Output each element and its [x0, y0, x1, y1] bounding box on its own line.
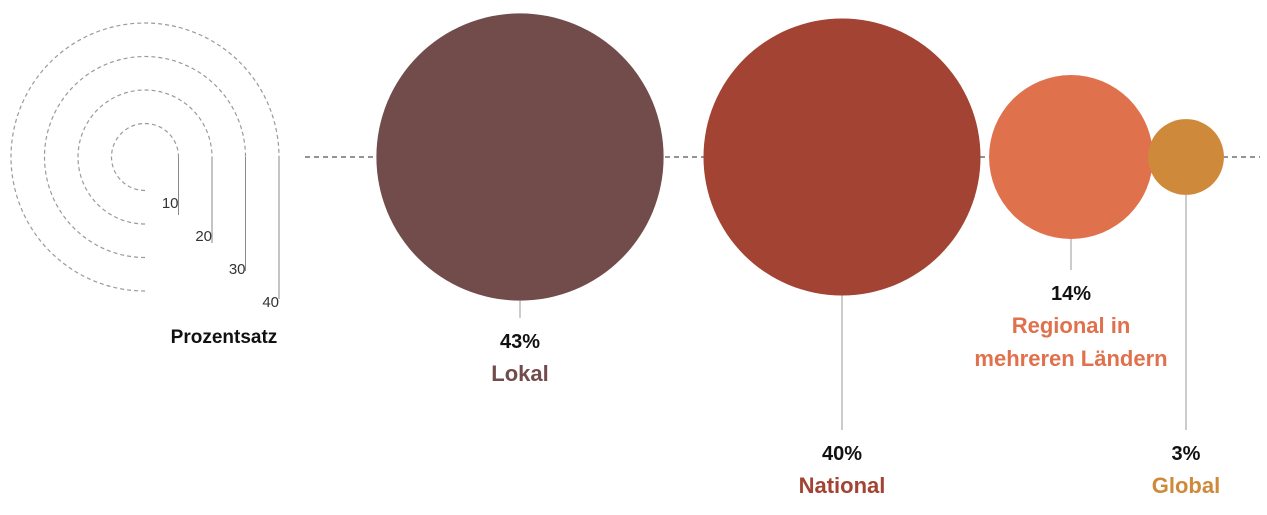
- bubble-global: [1148, 119, 1224, 195]
- size-legend-title: Prozentsatz: [171, 327, 278, 348]
- size-legend-tick-label: 30: [229, 261, 246, 278]
- size-legend-ring: [77, 89, 213, 225]
- value-label-lokal: 43%: [500, 331, 540, 353]
- value-label-national: 40%: [822, 443, 862, 465]
- category-label-national: National: [799, 473, 886, 498]
- value-label-regional-in-mehreren-ländern: 14%: [1051, 283, 1091, 305]
- size-legend-tick-label: 40: [262, 294, 279, 311]
- category-label-lokal: Lokal: [491, 361, 548, 386]
- size-legend-ring: [43, 55, 247, 259]
- size-legend-tick-label: 10: [162, 195, 179, 212]
- bubbles: 43% Lokal 40% National 14% Regional in mehrere…: [376, 13, 1224, 498]
- bubble-lokal: [376, 13, 664, 301]
- category-label-global: Global: [1152, 473, 1220, 498]
- bubble-regional-in-mehreren-ländern: [989, 75, 1153, 239]
- category-label-regional-in-mehreren-ländern: Regional in mehreren Ländern: [974, 313, 1167, 371]
- value-label-global: 3%: [1172, 443, 1201, 465]
- size-legend-tick-label: 20: [195, 228, 212, 245]
- bubble-national: [703, 18, 981, 296]
- size-legend: 10 20 30 40: [10, 22, 280, 311]
- size-legend-ring: [10, 22, 280, 292]
- size-legend-ring: [110, 122, 180, 192]
